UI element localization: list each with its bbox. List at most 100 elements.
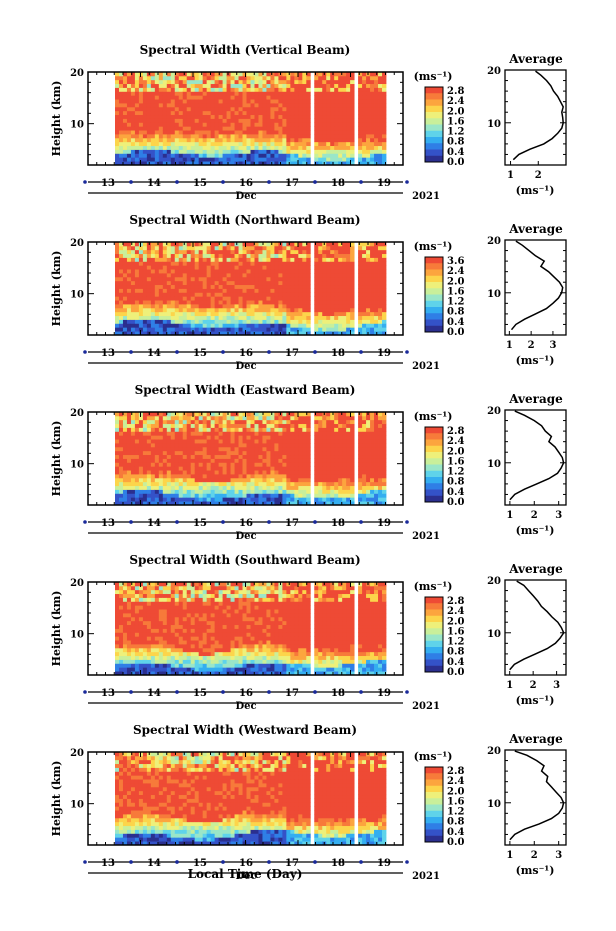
heatmap-cell bbox=[214, 415, 220, 421]
heatmap-cell bbox=[134, 443, 140, 448]
heatmap-cell bbox=[162, 83, 168, 88]
heatmap-cell bbox=[274, 87, 279, 92]
heatmap-cell bbox=[174, 446, 180, 452]
heatmap-cell bbox=[290, 145, 295, 150]
heatmap-cell bbox=[226, 83, 231, 88]
heatmap-cell bbox=[322, 304, 327, 309]
heatmap-cell bbox=[302, 87, 307, 92]
heatmap-cell bbox=[242, 253, 247, 258]
heatmap-cell bbox=[122, 126, 128, 131]
heatmap-cell bbox=[362, 489, 367, 494]
heatmap-cell bbox=[226, 323, 231, 328]
heatmap-cell bbox=[294, 87, 299, 92]
heatmap-cell bbox=[302, 327, 307, 332]
heatmap-cell bbox=[258, 307, 263, 313]
colorbar-segment bbox=[425, 275, 443, 283]
heatmap-cell bbox=[250, 149, 255, 154]
heatmap-cell bbox=[226, 153, 231, 158]
heatmap-cell bbox=[250, 300, 255, 305]
heatmap-cell bbox=[134, 114, 140, 119]
heatmap-cell bbox=[250, 126, 255, 131]
heatmap-cell bbox=[115, 261, 120, 266]
heatmap-cell bbox=[226, 273, 231, 278]
heatmap-cell bbox=[150, 477, 156, 483]
heatmap-cell bbox=[314, 427, 319, 432]
heatmap-cell bbox=[134, 419, 140, 425]
heatmap-cell bbox=[242, 493, 247, 498]
heatmap-cell bbox=[122, 454, 128, 459]
heatmap-cell bbox=[282, 245, 287, 251]
heatmap-cell bbox=[382, 292, 387, 297]
heatmap-cell bbox=[366, 110, 371, 116]
heatmap-cell bbox=[350, 79, 355, 85]
heatmap-cell bbox=[382, 315, 387, 320]
heatmap-cell bbox=[222, 261, 227, 266]
heatmap-cell bbox=[174, 130, 180, 135]
heatmap-cell bbox=[134, 319, 140, 324]
heatmap-cell bbox=[178, 427, 184, 432]
heatmap-cell bbox=[338, 249, 343, 255]
heatmap-cell bbox=[338, 292, 343, 297]
heatmap-cell bbox=[122, 427, 128, 432]
heatmap-cell bbox=[258, 470, 263, 475]
heatmap-cell bbox=[302, 95, 307, 100]
heatmap-cell bbox=[378, 261, 383, 266]
heatmap-cell bbox=[115, 153, 120, 158]
heatmap-cell bbox=[290, 134, 295, 139]
heatmap-cell bbox=[218, 288, 224, 293]
heatmap-cell bbox=[266, 141, 271, 147]
heatmap-cell bbox=[318, 280, 323, 286]
heatmap-cell bbox=[250, 431, 255, 436]
heatmap-cell bbox=[146, 450, 152, 456]
heatmap-cell bbox=[358, 292, 363, 297]
heatmap-cell bbox=[134, 249, 140, 255]
heatmap-cell bbox=[298, 103, 303, 108]
heatmap-cell bbox=[290, 79, 295, 85]
heatmap-cell bbox=[362, 419, 367, 425]
heatmap-cell bbox=[202, 72, 208, 77]
heatmap-cell bbox=[342, 427, 347, 432]
heatmap-cell bbox=[138, 427, 144, 432]
heatmap-cell bbox=[250, 497, 255, 502]
heatmap-cell bbox=[306, 79, 311, 85]
heatmap-cell bbox=[326, 245, 331, 251]
heatmap-cell bbox=[146, 83, 152, 88]
heatmap-cell bbox=[138, 458, 144, 463]
heatmap-cell bbox=[306, 284, 311, 289]
heatmap-cell bbox=[334, 79, 339, 85]
heatmap-cell bbox=[226, 106, 231, 112]
heatmap-cell bbox=[182, 122, 188, 127]
heatmap-cell bbox=[274, 431, 279, 436]
heatmap-cell bbox=[302, 99, 307, 104]
heatmap-cell bbox=[286, 412, 291, 417]
heatmap-cell bbox=[274, 265, 279, 270]
heatmap-cell bbox=[234, 323, 239, 328]
heatmap-cell bbox=[270, 276, 275, 282]
heatmap-cell bbox=[362, 423, 367, 428]
heatmap-cell bbox=[218, 431, 224, 436]
heatmap-cell bbox=[294, 118, 299, 123]
heatmap-cell bbox=[162, 130, 168, 135]
heatmap-cell bbox=[158, 311, 164, 317]
heatmap-cell bbox=[186, 122, 192, 127]
heatmap-cell bbox=[238, 431, 243, 436]
heatmap-cell bbox=[246, 245, 251, 251]
heatmap-cell bbox=[218, 122, 224, 127]
heatmap-cell bbox=[298, 446, 303, 452]
heatmap-cell bbox=[146, 106, 152, 112]
heatmap-cell bbox=[242, 450, 247, 456]
heatmap-cell bbox=[182, 99, 188, 104]
heatmap-cell bbox=[334, 493, 339, 498]
heatmap-cell bbox=[302, 435, 307, 440]
heatmap-cell bbox=[210, 249, 216, 255]
heatmap-cell bbox=[334, 315, 339, 320]
heatmap-cell bbox=[378, 307, 383, 313]
heatmap-cell bbox=[202, 412, 208, 417]
heatmap-cell bbox=[210, 110, 216, 116]
heatmap-cell bbox=[334, 446, 339, 452]
heatmap-cell bbox=[118, 253, 124, 258]
heatmap-cell bbox=[154, 265, 160, 270]
heatmap-cell bbox=[318, 474, 323, 479]
heatmap-cell bbox=[170, 280, 176, 286]
heatmap-cell bbox=[290, 323, 295, 328]
